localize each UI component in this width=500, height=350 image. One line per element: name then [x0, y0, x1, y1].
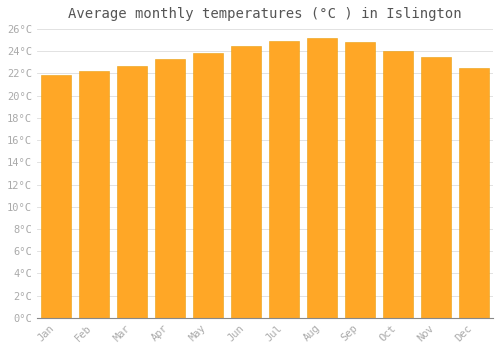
- Bar: [421, 57, 451, 318]
- Bar: [192, 54, 223, 318]
- Bar: [40, 75, 71, 318]
- Bar: [230, 46, 261, 318]
- Title: Average monthly temperatures (°C ) in Islington: Average monthly temperatures (°C ) in Is…: [68, 7, 462, 21]
- Bar: [383, 51, 413, 318]
- Bar: [78, 71, 109, 318]
- Bar: [345, 42, 375, 318]
- Bar: [116, 66, 147, 318]
- Bar: [307, 38, 337, 318]
- Bar: [154, 59, 185, 318]
- Bar: [459, 68, 490, 318]
- Bar: [268, 41, 299, 318]
